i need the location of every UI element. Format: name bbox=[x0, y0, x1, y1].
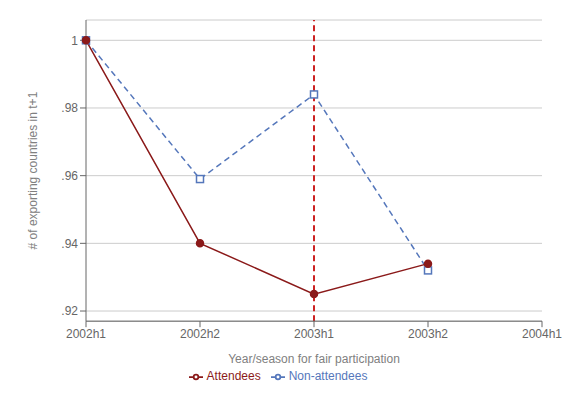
svg-text:.98: .98 bbox=[61, 101, 78, 115]
svg-text:.96: .96 bbox=[61, 169, 78, 183]
svg-text:2003h1: 2003h1 bbox=[294, 327, 334, 341]
svg-text:2002h1: 2002h1 bbox=[66, 327, 106, 341]
svg-text:2004h1: 2004h1 bbox=[522, 327, 562, 341]
html-text:Attendees: Attendees bbox=[206, 369, 261, 384]
html-text:Non-attendees: Non-attendees bbox=[288, 369, 368, 384]
svg-text:# of exporting countries in t+: # of exporting countries in t+1 bbox=[26, 91, 40, 249]
svg-text:2002h2: 2002h2 bbox=[180, 327, 220, 341]
svg-text:2003h2: 2003h2 bbox=[408, 327, 448, 341]
svg-text:Year/season for fair participa: Year/season for fair participation bbox=[228, 352, 400, 366]
svg-text:.94: .94 bbox=[61, 237, 78, 251]
svg-text:1: 1 bbox=[71, 34, 78, 48]
svg-text:.92: .92 bbox=[61, 304, 78, 318]
